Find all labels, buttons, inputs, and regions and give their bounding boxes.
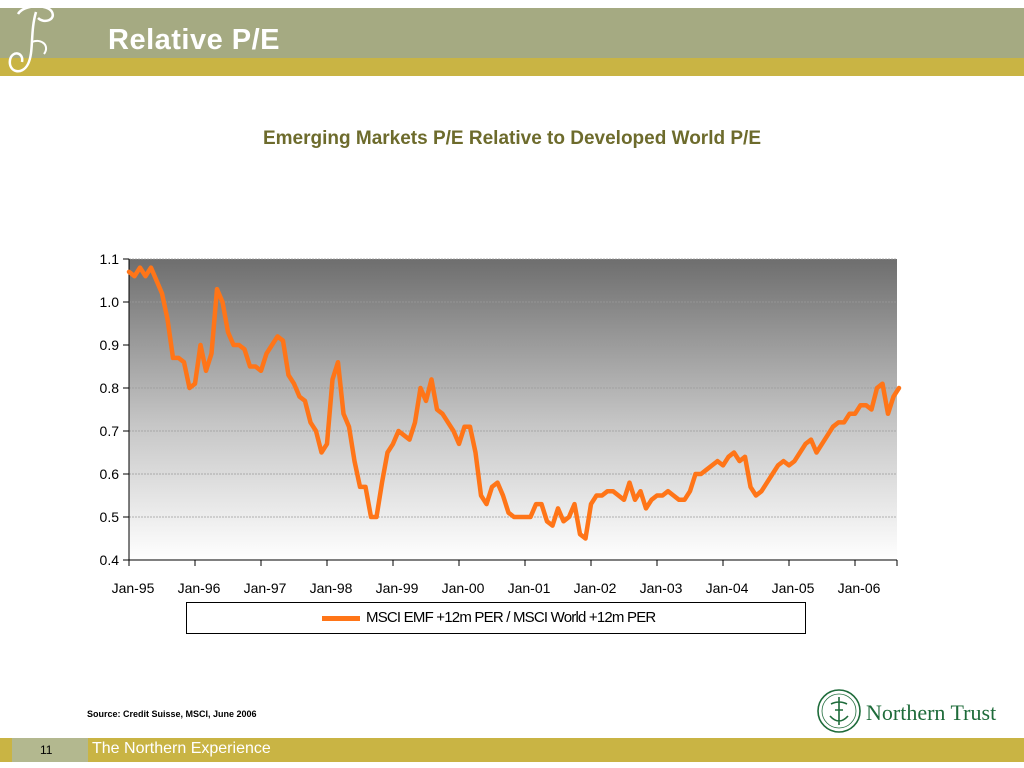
y-tick-label: 0.4 — [100, 552, 120, 568]
page-number-box — [12, 738, 88, 762]
x-tick-label: Jan-05 — [772, 580, 815, 596]
legend-swatch — [322, 616, 360, 621]
slide-title: Relative P/E — [108, 24, 281, 56]
y-tick-label: 0.8 — [100, 380, 120, 396]
x-tick-label: Jan-02 — [574, 580, 617, 596]
series-line-relative-pe — [126, 265, 902, 541]
gridlines — [129, 258, 897, 518]
x-tick-label: Jan-01 — [508, 580, 551, 596]
y-axis-labels: 0.4 0.5 0.6 0.7 0.8 0.9 1.0 1.1 — [100, 251, 120, 568]
header-band — [0, 8, 1024, 58]
y-tick-label: 0.5 — [100, 509, 120, 525]
x-tick-label: Jan-03 — [640, 580, 683, 596]
y-tick-label: 0.7 — [100, 423, 120, 439]
y-tick-label: 0.6 — [100, 466, 120, 482]
brand-name: Northern Trust — [866, 700, 997, 725]
x-axis-labels: Jan-95 Jan-96 Jan-97 Jan-98 Jan-99 Jan-00 Jan-… — [112, 580, 881, 596]
x-tick-label: Jan-95 — [112, 580, 155, 596]
y-tick-label: 1.1 — [100, 251, 120, 267]
page-number: 11 — [40, 743, 53, 757]
legend-label: MSCI EMF +12m PER / MSCI World +12m PER — [366, 609, 656, 626]
footer-band — [0, 738, 1024, 762]
script-logo-icon — [8, 5, 55, 73]
chart-title: Emerging Markets P/E Relative to Develop… — [262, 128, 761, 149]
x-tick-label: Jan-96 — [178, 580, 221, 596]
plot-area — [129, 259, 897, 560]
y-tick-label: 1.0 — [100, 294, 120, 310]
footer-tagline: The Northern Experience — [92, 740, 271, 757]
source-note: Source: Credit Suisse, MSCI, June 2006 — [87, 709, 257, 719]
x-tick-label: Jan-00 — [442, 580, 485, 596]
x-tick-label: Jan-98 — [310, 580, 353, 596]
x-tick-label: Jan-04 — [706, 580, 749, 596]
x-tick-label: Jan-97 — [244, 580, 287, 596]
x-tick-label: Jan-99 — [376, 580, 419, 596]
northern-trust-seal-icon — [817, 689, 861, 733]
y-tick-label: 0.9 — [100, 337, 120, 353]
chart-axes — [123, 258, 898, 566]
x-tick-label: Jan-06 — [838, 580, 881, 596]
header-stripe — [0, 58, 1024, 76]
chart-legend: MSCI EMF +12m PER / MSCI World +12m PER — [186, 602, 806, 634]
